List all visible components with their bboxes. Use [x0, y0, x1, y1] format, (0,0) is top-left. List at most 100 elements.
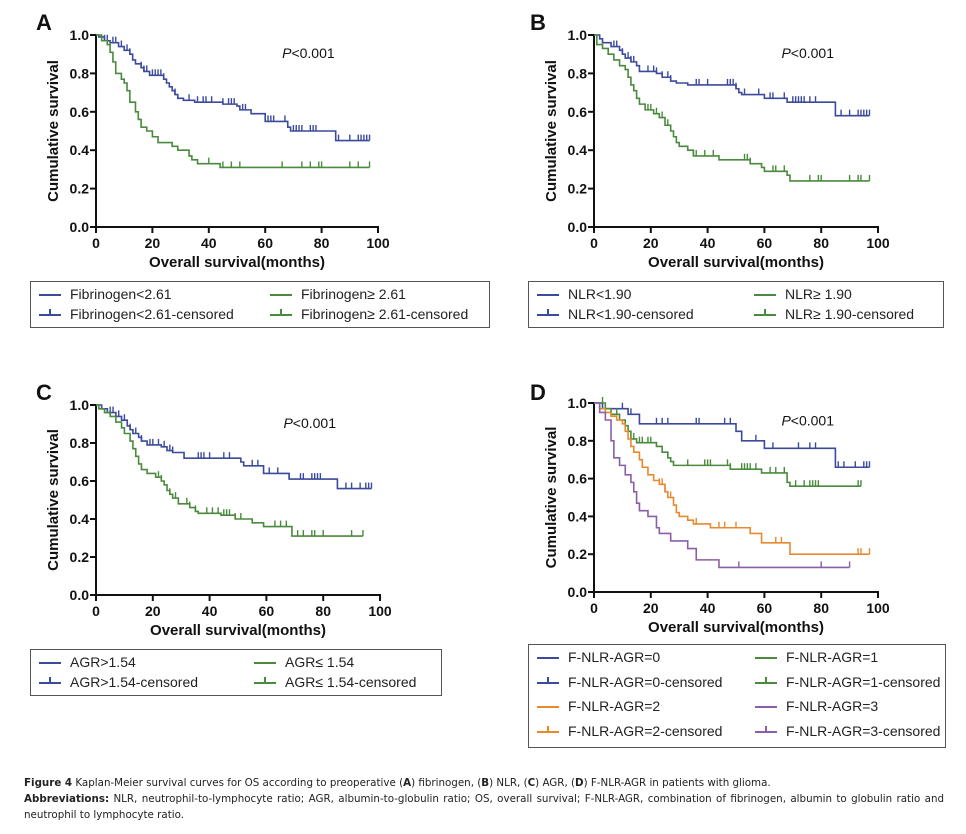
survival-curve	[96, 34, 370, 169]
series-0	[96, 34, 371, 142]
legend-label: Fibrinogen≥ 2.61-censored	[301, 306, 469, 322]
legend-label: AGR≤ 1.54-censored	[285, 674, 417, 690]
line-marker-icon	[39, 289, 61, 299]
x-tick-label: 80	[314, 235, 330, 251]
survival-curve	[594, 402, 861, 487]
line-marker-icon	[537, 701, 559, 711]
series-0	[96, 404, 373, 490]
x-tick-label: 40	[202, 603, 218, 619]
series-0	[594, 34, 871, 117]
legend-label: F-NLR-AGR=0	[568, 649, 661, 665]
p-value-annotation: P<0.001	[781, 45, 834, 61]
series-3	[594, 402, 851, 569]
y-tick-label: 0.0	[568, 219, 588, 235]
y-tick-label: 0.2	[70, 549, 90, 565]
caption-text: ) AGR, (	[535, 777, 576, 789]
x-tick-label: 0	[92, 603, 100, 619]
abbreviations: Abbreviations: NLR, neutrophil-to-lympho…	[24, 791, 944, 823]
legend-a: Fibrinogen<2.61 Fibrinogen≥ 2.61 Fibrinoge…	[30, 281, 490, 328]
legend-item: AGR≤ 1.54	[254, 654, 354, 670]
line-marker-icon	[537, 289, 559, 299]
figure-label: Figure 4	[24, 777, 73, 789]
censor-marker-icon	[755, 725, 777, 736]
series-2	[594, 402, 871, 555]
x-tick-label: 80	[813, 600, 829, 616]
censor-marker-icon	[537, 309, 559, 319]
legend-item: NLR≥ 1.90	[754, 286, 852, 302]
y-tick-label: 0.8	[70, 435, 90, 451]
line-marker-icon	[754, 289, 776, 299]
y-tick-label: 0.6	[568, 104, 588, 120]
legend-item: NLR<1.90-censored	[537, 306, 694, 322]
y-axis-label: Cumulative survival	[45, 429, 62, 571]
x-axis-label: Overall survival(months)	[648, 619, 824, 636]
legend-item: Fibrinogen<2.61	[39, 286, 172, 302]
x-tick-label: 100	[866, 600, 890, 616]
y-tick-label: 0.2	[568, 181, 588, 197]
km-chart-d: 0.0 0.2 0.4 0.6 0.8 1.0 0 20 40 60 80 100 Overall su…	[543, 395, 890, 636]
y-axis-label: Cumulative survival	[45, 60, 62, 202]
series-1	[594, 34, 871, 182]
legend-item: F-NLR-AGR=1-censored	[755, 674, 940, 690]
panel-letter: A	[36, 10, 52, 35]
x-tick-label: 80	[813, 235, 829, 251]
line-marker-icon	[270, 289, 292, 299]
survival-curve	[594, 402, 850, 569]
legend-item: F-NLR-AGR=3	[755, 698, 878, 714]
x-tick-label: 60	[757, 235, 773, 251]
y-tick-label: 0.8	[568, 65, 588, 81]
caption-text: ) fibrinogen, (	[411, 777, 482, 789]
y-tick-label: 0.8	[70, 65, 90, 81]
y-axis-label: Cumulative survival	[543, 427, 560, 569]
legend-label: AGR>1.54-censored	[70, 674, 199, 690]
legend-label: F-NLR-AGR=2	[568, 698, 661, 714]
line-marker-icon	[39, 657, 61, 667]
x-tick-label: 0	[590, 235, 598, 251]
x-tick-label: 100	[366, 235, 390, 251]
legend-label: AGR≤ 1.54	[285, 654, 355, 670]
series-1	[594, 397, 862, 487]
series-1	[96, 404, 364, 537]
y-tick-label: 0.0	[70, 587, 90, 603]
series-1	[96, 34, 371, 169]
legend-item: AGR>1.54	[39, 654, 136, 670]
y-axis-label: Cumulative survival	[543, 60, 560, 202]
x-tick-label: 40	[201, 235, 217, 251]
x-axis-label: Overall survival(months)	[150, 622, 326, 639]
y-tick-label: 0.2	[70, 181, 90, 197]
x-tick-label: 100	[866, 235, 890, 251]
legend-label: Fibrinogen<2.61	[70, 286, 172, 302]
panel-d: D 0.0 0.2 0.4 0.6 0.8 1.0 0 20 40 60 80 100 Overall …	[500, 370, 966, 770]
abbreviations-label: Abbreviations:	[24, 793, 110, 805]
caption-line: Figure 4 Kaplan-Meier survival curves fo…	[24, 775, 944, 791]
legend-item: NLR<1.90	[537, 286, 631, 302]
y-tick-label: 0.4	[70, 142, 90, 158]
x-tick-label: 20	[643, 235, 659, 251]
legend-d: F-NLR-AGR=0 F-NLR-AGR=1 F-NLR-AGR=0-censor…	[528, 644, 946, 748]
panel-letter: C	[36, 380, 52, 405]
legend-item: AGR≤ 1.54-censored	[254, 674, 416, 690]
caption-text: Kaplan-Meier survival curves for OS acco…	[72, 777, 404, 789]
legend-item: Fibrinogen≥ 2.61-censored	[270, 306, 468, 322]
legend-label: NLR≥ 1.90	[785, 286, 852, 302]
abbreviations-text: NLR, neutrophil-to-lymphocyte ratio; AGR…	[24, 793, 944, 821]
legend-item: Fibrinogen<2.61-censored	[39, 306, 234, 322]
x-tick-label: 60	[259, 603, 275, 619]
censor-marker-icon	[270, 309, 292, 319]
y-tick-label: 1.0	[568, 27, 588, 43]
x-tick-label: 20	[145, 603, 161, 619]
legend-label: F-NLR-AGR=3	[786, 698, 879, 714]
y-tick-label: 1.0	[70, 397, 90, 413]
legend-item: AGR>1.54-censored	[39, 674, 198, 690]
x-axis-label: Overall survival(months)	[149, 254, 325, 271]
p-value-annotation: P<0.001	[282, 45, 335, 61]
line-marker-icon	[755, 701, 777, 711]
km-chart-a: 0.0 0.2 0.4 0.6 0.8 1.0 0 20 40 60 80 100 Overall su…	[45, 27, 390, 271]
x-tick-label: 40	[700, 235, 716, 251]
legend-label: F-NLR-AGR=1	[786, 649, 879, 665]
legend-label: F-NLR-AGR=0-censored	[568, 673, 723, 690]
y-tick-label: 1.0	[70, 27, 90, 43]
y-tick-label: 0.6	[70, 473, 90, 489]
legend-label: Fibrinogen<2.61-censored	[70, 306, 234, 322]
legend-label: F-NLR-AGR=2-censored	[568, 722, 723, 739]
